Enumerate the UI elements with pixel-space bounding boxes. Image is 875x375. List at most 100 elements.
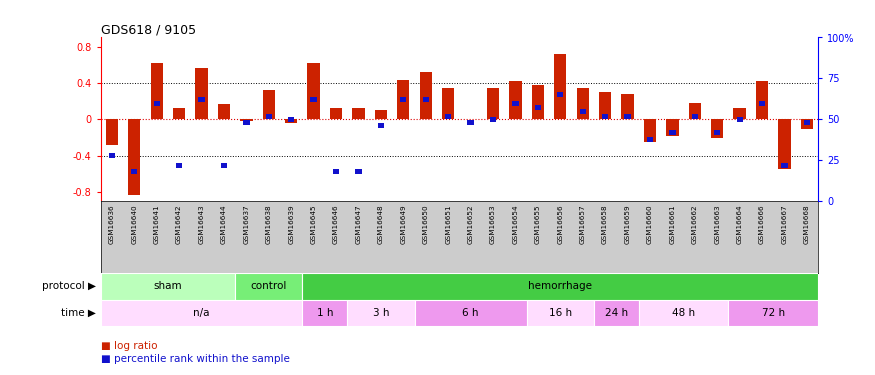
Bar <box>691 114 698 118</box>
Text: GDS618 / 9105: GDS618 / 9105 <box>101 23 196 36</box>
Text: time ▶: time ▶ <box>61 308 96 318</box>
Text: GSM16643: GSM16643 <box>199 204 205 244</box>
Text: GSM16638: GSM16638 <box>266 204 272 244</box>
Bar <box>557 92 564 98</box>
Text: 48 h: 48 h <box>672 308 695 318</box>
Text: GSM16660: GSM16660 <box>647 204 653 244</box>
Bar <box>243 120 249 125</box>
Text: GSM16647: GSM16647 <box>355 204 361 244</box>
Bar <box>220 163 228 168</box>
Bar <box>490 117 496 122</box>
Bar <box>535 105 541 111</box>
Text: GSM16644: GSM16644 <box>221 204 227 244</box>
Text: n/a: n/a <box>193 308 210 318</box>
Bar <box>779 119 791 170</box>
Bar <box>728 300 818 326</box>
Text: 72 h: 72 h <box>762 308 785 318</box>
Bar <box>218 104 230 119</box>
Bar <box>397 80 410 119</box>
Text: GSM16642: GSM16642 <box>176 204 182 244</box>
Bar <box>150 63 163 119</box>
Bar <box>420 72 432 119</box>
Bar <box>131 170 137 174</box>
Bar <box>173 108 186 119</box>
Bar <box>442 87 454 119</box>
Bar <box>599 92 612 119</box>
Text: GSM16657: GSM16657 <box>580 204 585 244</box>
Bar <box>714 130 720 135</box>
Bar <box>669 130 676 135</box>
Bar <box>759 100 766 105</box>
Text: GSM16652: GSM16652 <box>467 204 473 244</box>
Bar <box>101 273 235 300</box>
Bar <box>303 273 818 300</box>
Bar <box>262 90 275 119</box>
Bar <box>621 94 634 119</box>
Text: GSM16637: GSM16637 <box>243 204 249 244</box>
Bar <box>128 119 140 195</box>
Bar <box>355 170 361 174</box>
Text: GSM16658: GSM16658 <box>602 204 608 244</box>
Bar <box>235 273 303 300</box>
Text: GSM16649: GSM16649 <box>401 204 406 244</box>
Bar <box>647 136 653 142</box>
Bar <box>445 114 452 118</box>
Bar <box>594 300 639 326</box>
Bar <box>639 300 728 326</box>
Bar <box>307 63 319 119</box>
Bar <box>733 108 746 119</box>
Bar <box>577 87 589 119</box>
Bar <box>400 97 407 102</box>
Bar <box>781 163 788 168</box>
Text: 16 h: 16 h <box>549 308 572 318</box>
Text: GSM16663: GSM16663 <box>714 204 720 244</box>
Text: 3 h: 3 h <box>373 308 389 318</box>
Bar <box>241 119 253 121</box>
Bar <box>311 97 317 102</box>
Bar <box>423 97 429 102</box>
Text: GSM16662: GSM16662 <box>692 204 697 244</box>
Text: GSM16664: GSM16664 <box>737 204 743 244</box>
Bar <box>554 54 566 119</box>
Bar <box>527 300 594 326</box>
Text: GSM16659: GSM16659 <box>625 204 631 244</box>
Text: GSM16639: GSM16639 <box>288 204 294 244</box>
Bar <box>347 300 415 326</box>
Bar <box>512 100 519 105</box>
Bar <box>288 117 294 122</box>
Bar <box>509 81 522 119</box>
Text: protocol ▶: protocol ▶ <box>42 281 96 291</box>
Text: GSM16640: GSM16640 <box>131 204 137 244</box>
Bar <box>532 85 544 119</box>
Text: control: control <box>250 281 287 291</box>
Text: GSM16654: GSM16654 <box>513 204 518 244</box>
Bar <box>666 119 678 136</box>
Bar <box>415 300 527 326</box>
Bar <box>644 119 656 142</box>
Bar <box>737 117 743 122</box>
Bar <box>801 119 813 129</box>
Text: sham: sham <box>154 281 182 291</box>
Text: GSM16651: GSM16651 <box>445 204 452 244</box>
Text: GSM16646: GSM16646 <box>333 204 339 244</box>
Bar <box>266 114 272 118</box>
Text: GSM16666: GSM16666 <box>760 204 765 244</box>
Bar <box>804 120 810 125</box>
Text: ■ percentile rank within the sample: ■ percentile rank within the sample <box>101 354 290 364</box>
Bar <box>176 163 182 168</box>
Text: GSM16661: GSM16661 <box>669 204 676 244</box>
Text: GSM16653: GSM16653 <box>490 204 496 244</box>
Bar <box>467 120 473 125</box>
Bar <box>195 68 207 119</box>
Bar <box>465 118 477 119</box>
Bar <box>106 119 118 145</box>
Text: GSM16668: GSM16668 <box>804 204 810 244</box>
Bar <box>153 100 160 105</box>
Text: GSM16636: GSM16636 <box>108 204 115 244</box>
Bar <box>108 153 115 158</box>
Text: GSM16645: GSM16645 <box>311 204 317 244</box>
Text: ■ log ratio: ■ log ratio <box>101 341 158 351</box>
Text: GSM16648: GSM16648 <box>378 204 384 244</box>
Text: GSM16650: GSM16650 <box>423 204 429 244</box>
Text: GSM16641: GSM16641 <box>154 204 159 244</box>
